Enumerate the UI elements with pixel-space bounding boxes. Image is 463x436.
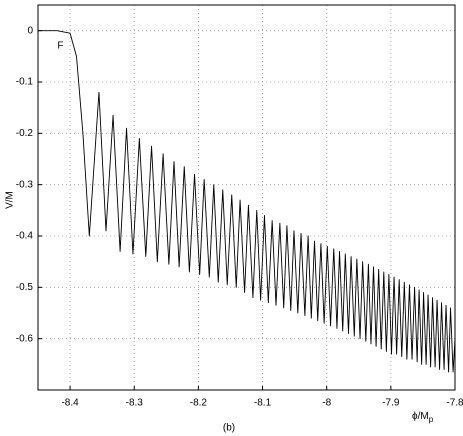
plot-frame: [37, 4, 456, 391]
y-tick-label: 0: [27, 25, 33, 36]
x-tick-label: -8.3: [126, 398, 144, 409]
x-tick-label: -7.8: [446, 398, 463, 409]
y-tick-label: -0.5: [16, 282, 34, 293]
annotation: F: [57, 41, 63, 52]
x-tick-label: -7.9: [382, 398, 400, 409]
y-tick-label: -0.3: [16, 179, 34, 190]
x-tick-label: -8.2: [190, 398, 208, 409]
y-tick-label: -0.2: [16, 128, 34, 139]
data-line: [38, 30, 456, 373]
caption: (b): [223, 423, 235, 434]
x-axis-label-sub: p: [429, 415, 434, 424]
y-axis-label: V/M: [5, 191, 16, 209]
x-tick-label: -8: [322, 398, 331, 409]
x-tick-label: -8.1: [254, 398, 272, 409]
y-tick-label: -0.6: [16, 333, 34, 344]
x-axis-label: ϕ/Mp: [412, 411, 434, 424]
y-tick-label: -0.1: [16, 77, 34, 88]
x-axis-label-main: ϕ/M: [412, 411, 429, 422]
x-tick-label: -8.4: [61, 398, 79, 409]
y-tick-label: -0.4: [16, 231, 34, 242]
